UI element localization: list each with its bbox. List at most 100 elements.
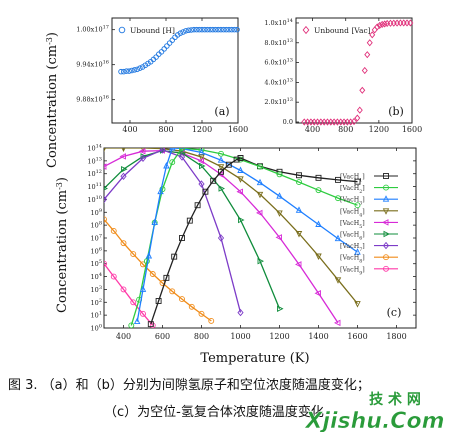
panel-a-point (145, 60, 151, 67)
panel-c-point (217, 164, 225, 171)
panel-c-point (354, 248, 361, 255)
panel-c-tag: (c) (387, 306, 402, 319)
panel-c-point (130, 251, 137, 258)
panel-c-point (133, 317, 141, 325)
panel-b-xtick-label: 800 (338, 125, 353, 134)
panel-c-point (315, 220, 322, 227)
panel-c-legend-label: [VacH1] (340, 174, 365, 184)
panel-a-point (129, 67, 135, 74)
panel-c-point (110, 227, 117, 234)
panel-a-point (226, 26, 232, 33)
panel-b-xtick-label: 400 (305, 125, 320, 134)
panel-c-xtick-label: 1800 (386, 332, 406, 341)
panel-c-legend-marker (382, 208, 390, 215)
panel-c-point (145, 251, 153, 259)
panel-c-point (188, 303, 195, 310)
panel-b-point (364, 51, 371, 59)
panel-c-xtick-label: 400 (116, 332, 131, 341)
panel-c-point (198, 310, 205, 317)
panel-c-point (130, 299, 137, 306)
panel-c-xtick-label: 600 (155, 332, 170, 341)
panel-a-point (193, 26, 200, 33)
panel-c-ytick-label: 106 (91, 246, 102, 255)
panel-a-point (166, 40, 173, 46)
watermark-bottom-text: Xjishu.Com (303, 409, 444, 432)
panel-a-ylabel-close: ) (45, 32, 60, 37)
panel-c-point (334, 277, 342, 284)
panel-b-point (397, 19, 404, 27)
panel-a-xtick-label: 400 (122, 125, 137, 134)
panel-c-point (169, 288, 176, 295)
panel-b-point (321, 118, 328, 126)
panel-c-point (104, 163, 107, 170)
panel-a-point (218, 26, 224, 33)
panel-c-point (121, 148, 126, 153)
panel-a-frame (111, 17, 239, 124)
panel-c-point (315, 174, 322, 181)
panel-b-point (359, 86, 366, 94)
panel-c-ytick-label: 100 (91, 324, 102, 333)
panel-c-point (140, 148, 146, 153)
panel-b-point (356, 106, 363, 114)
panel-a-ylabel-exp: -3 (45, 37, 54, 45)
panel-c-point (354, 178, 361, 185)
panel-c-point (139, 285, 147, 292)
panel-c-ylabel-exp: -3 (55, 182, 64, 190)
panel-c-point (275, 234, 282, 241)
panel-c-point (104, 260, 107, 267)
panel-c-point (237, 166, 244, 173)
panel-b-ytick-label: 8.0x1013 (264, 38, 293, 47)
panel-c-point (333, 319, 341, 327)
panel-c-point (315, 253, 322, 261)
panel-c-point (198, 148, 205, 155)
panel-c-point (194, 202, 201, 209)
panel-b: 400 800 1200 1600 0.0 2.0x1013 4.0x1013 6.0x101… (264, 17, 422, 134)
panel-a-xtick-label: 800 (158, 125, 173, 134)
panel-c-ytick-label: 103 (91, 285, 102, 294)
panel-a-legend-label: Ubound [H] (130, 26, 175, 35)
panel-b-point (400, 19, 407, 27)
panel-a-point (234, 26, 240, 33)
panel-a-point (164, 43, 170, 49)
panel-a-point (137, 65, 143, 71)
panel-c-point (354, 301, 361, 308)
panel-c-legend-label: [VacH7] (340, 243, 365, 253)
panel-c-point (276, 192, 283, 199)
panel-b-point (407, 19, 414, 27)
panel-c-point (104, 195, 108, 204)
panel-c-point (295, 231, 303, 238)
panel-c-xtick-label: 1000 (230, 332, 250, 341)
panel-b-xtick-label: 1600 (402, 125, 422, 134)
panel-c-point (147, 321, 154, 328)
panel-c-series-11 (133, 148, 176, 325)
panel-c-point (294, 261, 302, 268)
panel-c-point (140, 261, 146, 268)
watermark-top-text: 技 术 网 (369, 391, 421, 408)
panel-b-ytick-label: 1.0x1014 (264, 18, 293, 27)
panel-c-ytick-label: 108 (91, 221, 102, 230)
panel-a-point (139, 64, 146, 70)
panel-c-series-8 (104, 216, 215, 324)
panel-c-legend-marker (383, 184, 389, 191)
panel-a-point (123, 68, 130, 74)
panel-c-point (128, 322, 135, 328)
panel-c-xtick-label: 1200 (269, 332, 289, 341)
panel-c-legend-label: [VacH9] (340, 266, 365, 276)
panel-a-point (212, 26, 219, 33)
panel-b-tag: (b) (388, 105, 404, 118)
panel-c-point (218, 185, 226, 192)
panel-a-xtick-label: 1200 (192, 125, 212, 134)
panel-b-ytick-label: 0.0 (283, 118, 293, 126)
panel-c-point (225, 161, 232, 168)
panel-a-ylabel: Concentration (cm-3) (45, 32, 61, 168)
panel-c-legend-marker (383, 173, 389, 179)
panel-b-ytick-label: 6.0x1013 (264, 58, 293, 67)
panel-c-point (236, 188, 243, 195)
figure-caption: 图 3. （a）和（b）分别为间隙氢原子和空位浓度随温度变化； （c）为空位-氢… (8, 372, 448, 426)
panel-c-point (119, 153, 126, 160)
panel-a-point (183, 28, 189, 34)
panel-c-ylabel-close: ) (55, 177, 70, 182)
panel-c-point (237, 176, 244, 183)
panel-c-point (276, 210, 283, 217)
panel-b-frame (295, 17, 413, 124)
